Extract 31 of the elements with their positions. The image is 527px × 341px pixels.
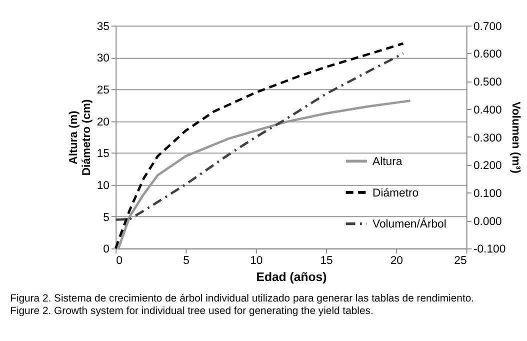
y-tick-label: 0 bbox=[103, 244, 110, 256]
x-tick-label: 0 bbox=[116, 255, 122, 268]
x-axis-title: Edad (años) bbox=[256, 270, 327, 284]
y2-tick-label: 0.400 bbox=[473, 104, 502, 116]
y-tick-label: 35 bbox=[96, 20, 110, 33]
x-tick-label: 10 bbox=[250, 255, 263, 268]
x-tick-label: 25 bbox=[454, 255, 467, 268]
y-tick-label: 30 bbox=[96, 52, 110, 65]
y2-tick-label: 0.000 bbox=[473, 216, 502, 228]
y-axis-title: Altura (m) Diámetro (cm) bbox=[68, 99, 94, 176]
y2-tick-label: 0.100 bbox=[473, 188, 502, 200]
x-tick-label: 5 bbox=[183, 255, 190, 268]
y2-tick-label: 0.600 bbox=[473, 48, 502, 61]
y-tick-label: 20 bbox=[96, 116, 110, 128]
y2-tick-label: 0.500 bbox=[473, 76, 502, 89]
y2-tick-label: 0.300 bbox=[473, 132, 502, 144]
y2-axis-title: Volumen (m³) bbox=[509, 102, 522, 174]
legend-label: Diámetro bbox=[372, 187, 419, 200]
y-tick-label: 15 bbox=[96, 148, 110, 160]
y2-tick-label: 0.700 bbox=[473, 20, 502, 33]
legend-label: Volumen/Árbol bbox=[372, 218, 446, 231]
text: Figura 2. Sistema de crecimiento de árbol individual utilizado para generar las tablas de rendimiento. bbox=[10, 293, 474, 304]
caption: Figure 2. Growth system for individual tree used for generating the yield tables. bbox=[10, 306, 374, 317]
legend-label: Altura bbox=[372, 156, 403, 168]
y2-tick-label: 0.200 bbox=[473, 160, 502, 172]
y-tick-label: 10 bbox=[96, 180, 110, 192]
x-tick-label: 20 bbox=[390, 255, 403, 268]
y2-tick-label: -0.100 bbox=[473, 244, 506, 256]
y-tick-label: 25 bbox=[96, 84, 110, 97]
y-tick-label: 5 bbox=[103, 212, 110, 224]
x-tick-label: 15 bbox=[320, 255, 333, 268]
